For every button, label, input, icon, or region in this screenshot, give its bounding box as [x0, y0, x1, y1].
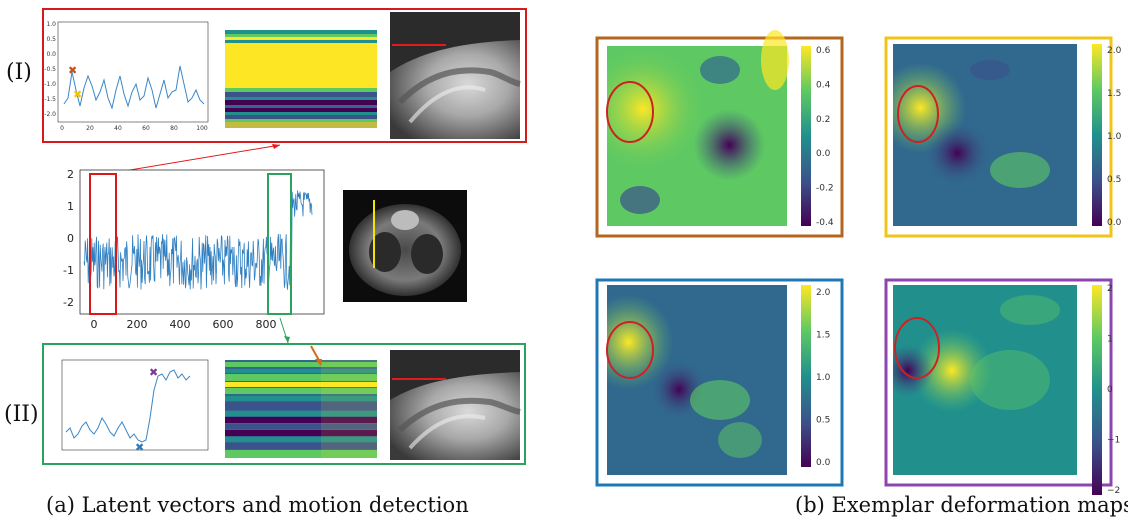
deformation-map-4 — [884, 278, 1113, 495]
main-plot-y-tick: 1 — [67, 200, 74, 213]
case-i-marker-orange: ✖ — [68, 64, 77, 77]
case-i-y-tick: -2.0 — [44, 111, 56, 118]
colorbar-tick: -0.4 — [816, 218, 834, 228]
case-i-y-tick: -0.5 — [44, 66, 56, 73]
colorbar-tick: 1.5 — [816, 331, 830, 341]
colorbar-tick: 0.0 — [816, 458, 831, 468]
case-ii-mri-crop — [390, 350, 521, 460]
case-i-y-tick: 0.5 — [46, 36, 56, 43]
main-plot-y-tick: 2 — [67, 168, 74, 181]
case-i-marker-yellow: ✖ — [73, 88, 82, 101]
colorbar-tick: −2 — [1107, 486, 1120, 496]
case-i-x-tick: 0 — [60, 125, 64, 132]
main-plot-y-tick: -1 — [63, 264, 74, 277]
deformation-maps: 0.6 0.4 0.2 0.0 -0.2 -0.4 2.0 1.5 1.0 0.5 0.0 2.0 1.… — [595, 30, 1122, 496]
main-plot-y-tick: -2 — [63, 296, 74, 309]
deformation-map-3 — [595, 278, 844, 487]
case-i-y-tick: 1.0 — [46, 21, 56, 28]
caption-b: (b) Exemplar deformation maps — [795, 493, 1128, 517]
case-i-mri-crop — [390, 12, 521, 139]
colorbar-tick: 0 — [1107, 385, 1113, 395]
axial-mri-thumbnail — [343, 190, 467, 302]
case-i-y-tick: 0.0 — [46, 51, 56, 58]
main-red-highlight — [89, 173, 117, 315]
main-latent-plot: 2 1 0 -1 -2 0 200 400 600 800 — [63, 168, 325, 331]
case-ii-marker-purple: ✖ — [149, 366, 158, 379]
colorbar-tick: 0.5 — [1107, 175, 1121, 185]
case-i-x-tick: 20 — [86, 125, 94, 132]
case-label-i: (I) — [6, 60, 32, 85]
deformation-map-2 — [884, 36, 1113, 238]
colorbar-tick: 2 — [1107, 284, 1113, 294]
main-plot-x-tick: 0 — [91, 318, 98, 331]
colorbar-tick: 0.6 — [816, 46, 831, 56]
case-i-y-tick: -1.0 — [44, 81, 56, 88]
colorbar-tick: -0.2 — [816, 184, 834, 194]
case-label-ii: (II) — [4, 402, 39, 427]
case-ii-box — [42, 343, 526, 465]
case-i-x-tick: 60 — [142, 125, 150, 132]
colorbar-tick: 2.0 — [1107, 46, 1122, 56]
case-i-x-tick: 40 — [114, 125, 122, 132]
colorbar-tick: 1 — [1107, 335, 1113, 345]
case-i-latent-plot: 1.0 0.5 0.0 -0.5 -1.0 -1.5 -2.0 0 20 40 60 80 100 ✖… — [44, 21, 209, 132]
main-plot-x-tick: 800 — [256, 318, 277, 331]
colorbar-tick: 0.0 — [1107, 218, 1122, 228]
colorbar-tick: 1.5 — [1107, 89, 1121, 99]
colorbar-tick: 0.5 — [816, 416, 830, 426]
case-ii-latent-plot: ✖ ✖ — [61, 359, 209, 454]
case-i-x-tick: 80 — [170, 125, 178, 132]
case-i-box — [42, 8, 527, 143]
case-ii-heatmap — [225, 345, 377, 458]
deformation-map-1 — [595, 30, 844, 238]
colorbar-tick: 0.2 — [816, 115, 830, 125]
case-ii-marker-blue: ✖ — [135, 441, 144, 454]
case-i-y-tick: -1.5 — [44, 96, 56, 103]
colorbar-tick: 2.0 — [816, 288, 831, 298]
case-i-x-tick: 100 — [196, 125, 208, 132]
colorbar-tick: 1.0 — [1107, 132, 1122, 142]
case-i-heatmap — [225, 30, 377, 128]
main-plot-x-tick: 400 — [170, 318, 191, 331]
colorbar-tick: 0.0 — [816, 149, 831, 159]
main-plot-y-tick: 0 — [67, 232, 74, 245]
main-green-highlight — [267, 173, 292, 315]
caption-a: (a) Latent vectors and motion detection — [46, 493, 469, 517]
main-plot-x-tick: 200 — [127, 318, 148, 331]
colorbar-tick: 1.0 — [816, 373, 831, 383]
colorbar-tick: −1 — [1107, 436, 1120, 446]
colorbar-tick: 0.4 — [816, 80, 831, 90]
main-plot-x-tick: 600 — [213, 318, 234, 331]
